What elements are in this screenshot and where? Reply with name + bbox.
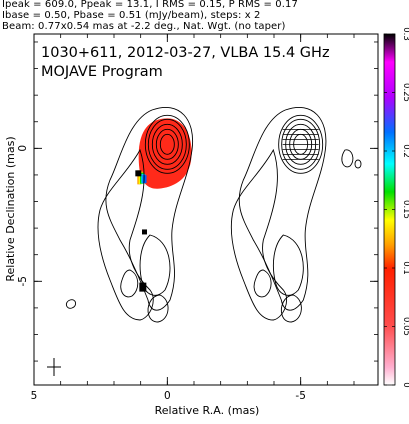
y-axis-label: Relative Declination (mas): [4, 136, 17, 281]
intensity-contour-jet: [147, 294, 169, 323]
chart-title: 1030+611, 2012-03-27, VLBA 15.4 GHz: [41, 45, 330, 61]
intensity-contour-ring: [159, 133, 175, 155]
intensity-contour-jet: [120, 269, 139, 298]
high-polarization-pixel: [135, 170, 142, 177]
polarized-contour-ring: [278, 114, 324, 174]
polarized-contour-ring: [281, 118, 321, 170]
beam-marker: [47, 358, 61, 376]
polarization-edge-pixel: [142, 175, 147, 184]
y-tick-label: 0: [17, 145, 29, 152]
colorbar-tick-label: 0.25: [401, 83, 409, 102]
axis-ticks: [33, 34, 378, 385]
intensity-contour-ring: [155, 128, 179, 160]
header-line-3: Beam: 0.77x0.54 mas at -2.2 deg., Nat. W…: [2, 21, 286, 32]
intensity-contour-ring: [144, 114, 190, 174]
stokes-i-contours: [65, 106, 194, 323]
colorbar-tick-label: 0.15: [401, 200, 409, 219]
polarized-contour-jet: [238, 106, 327, 311]
polarized-contour-island: [354, 159, 362, 169]
high-polarization-pixel: [142, 229, 147, 235]
intensity-contour-jet: [105, 106, 194, 311]
x-axis-label: Relative R.A. (mas): [155, 404, 260, 417]
intensity-contour-jet: [97, 148, 154, 321]
colorbar-tick-label: 0.05: [401, 317, 409, 336]
polarized-contour-jet: [253, 269, 272, 298]
polarized-contour-jet: [281, 294, 302, 323]
intensity-contour-ring: [151, 123, 183, 165]
y-tick-label: -5: [17, 276, 29, 286]
x-tick-label: -5: [295, 390, 305, 402]
intensity-contour-ring: [147, 118, 187, 170]
x-tick-label: 5: [31, 390, 38, 402]
plot-frame: [33, 33, 379, 386]
colorbar-tick-label: 0.3: [401, 27, 409, 41]
intensity-contour-jet: [139, 234, 171, 296]
header-line-2: Ibase = 0.50, Pbase = 0.51 (mJy/beam), s…: [2, 10, 261, 21]
evpa-vectors: [282, 128, 319, 160]
polarized-contour-jet: [273, 234, 304, 296]
chart-subtitle: MOJAVE Program: [41, 64, 163, 80]
x-tick-labels: 5 0 -5: [31, 390, 306, 402]
colorbar-tick-label: 0.1: [401, 261, 409, 275]
intensity-contour-island: [65, 299, 77, 309]
y-tick-labels: 0 -5: [17, 145, 29, 287]
header-line-1: Ipeak = 609.0, Ppeak = 13.1, I RMS = 0.1…: [2, 0, 298, 10]
polarized-contours: [230, 106, 362, 323]
polarized-contour-jet: [230, 148, 288, 321]
polarized-contour-island: [341, 149, 354, 168]
x-tick-label: 0: [164, 390, 171, 402]
colorbar-ticks: 0 0.05 0.1 0.15 0.2 0.25 0.3: [384, 27, 409, 388]
colorbar-tick-label: 0.2: [401, 144, 409, 158]
colorbar-tick-label: 0: [401, 382, 409, 387]
